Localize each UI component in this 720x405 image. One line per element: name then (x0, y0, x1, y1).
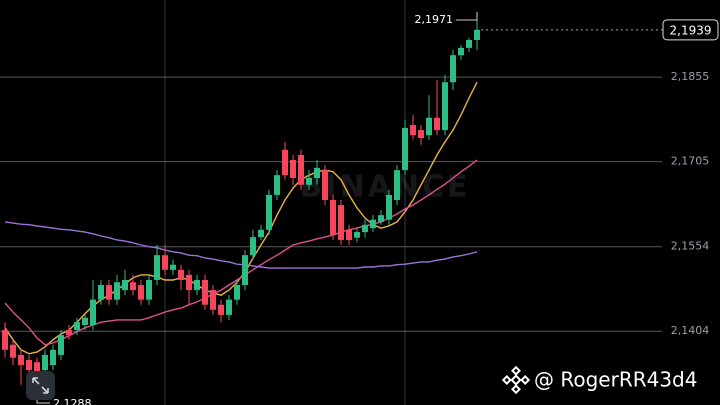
candle-body (410, 125, 416, 136)
candle-body (234, 285, 240, 300)
candle-body (114, 282, 120, 300)
candle-body (378, 215, 384, 222)
candle-body (466, 39, 472, 48)
candle-body (442, 82, 448, 131)
candle-body (450, 55, 456, 83)
candle-body (26, 359, 32, 371)
last-price-box (662, 19, 719, 41)
candle-body (402, 127, 408, 171)
plot: 2,1971 2,1288 (0, 11, 663, 405)
candle-body (178, 269, 184, 280)
logo-part (510, 374, 522, 386)
y-tick-label: 2,1404 (671, 324, 710, 337)
candle-body (186, 274, 192, 291)
candle-body (58, 335, 64, 355)
candle-body (242, 255, 248, 286)
candle-body (258, 229, 264, 238)
expand-button[interactable] (26, 371, 55, 400)
candle-body (434, 117, 440, 131)
candle-body (106, 285, 112, 300)
candle-body (98, 285, 104, 300)
candle-body (314, 167, 320, 178)
candle-body (330, 199, 336, 235)
candle-body (2, 330, 8, 350)
candle-body (474, 29, 480, 40)
candle-body (210, 290, 216, 310)
candle-body (250, 237, 256, 256)
candle-body (138, 285, 144, 300)
candle-body (122, 279, 128, 291)
candle-body (82, 317, 88, 326)
last-price-label: 2,1939 (670, 23, 712, 37)
candle-body (298, 154, 304, 185)
y-tick-label: 2,1705 (671, 155, 710, 168)
candle-body (146, 279, 152, 300)
candle-body (130, 282, 136, 291)
candle-body (154, 255, 160, 280)
candle-body (386, 194, 392, 220)
logo-part (511, 384, 521, 395)
time-grid (164, 0, 406, 405)
expand-button-bg[interactable] (26, 371, 55, 400)
high-marker-label: 2,1971 (415, 13, 454, 26)
logo-part (520, 375, 531, 385)
candle-body (266, 194, 272, 230)
credit: @ RogerRR43d4 (534, 368, 697, 392)
credit-logo (501, 365, 531, 395)
y-tick-label: 2,1554 (671, 240, 710, 253)
candle-body (274, 175, 280, 195)
candle-body (202, 279, 208, 305)
candle-body (74, 322, 80, 331)
candle-body (282, 149, 288, 176)
candle-body (226, 299, 232, 315)
low-marker-label: 2,1288 (53, 397, 92, 405)
candle-body (322, 170, 328, 200)
candle-body (290, 159, 296, 178)
candle-body (50, 349, 56, 366)
candle-body (354, 232, 360, 238)
candle-body (218, 304, 224, 315)
logo-part (511, 365, 521, 376)
candle-body (66, 330, 72, 336)
candle-body (194, 279, 200, 291)
candle-body (34, 362, 40, 372)
candle-body (426, 117, 432, 136)
candle-body (338, 205, 344, 240)
candle-body (458, 47, 464, 56)
candle-body (18, 354, 24, 366)
candle-body (170, 264, 176, 270)
candle-body (42, 354, 48, 371)
candle-body (162, 255, 168, 270)
candle-body (346, 229, 352, 240)
candle-body (362, 224, 368, 233)
logo-part (501, 375, 512, 385)
expand-icon (32, 377, 49, 394)
candle-body (418, 130, 424, 139)
candle-body (10, 344, 16, 358)
high-marker-connector (456, 11, 478, 21)
candle-body (306, 177, 312, 185)
y-tick-label: 2,1855 (671, 70, 710, 83)
moving-average-line (4, 159, 478, 346)
moving-average-line (4, 221, 478, 269)
candle-body (370, 219, 376, 229)
candle-body (90, 299, 96, 326)
candle-body (394, 170, 400, 200)
